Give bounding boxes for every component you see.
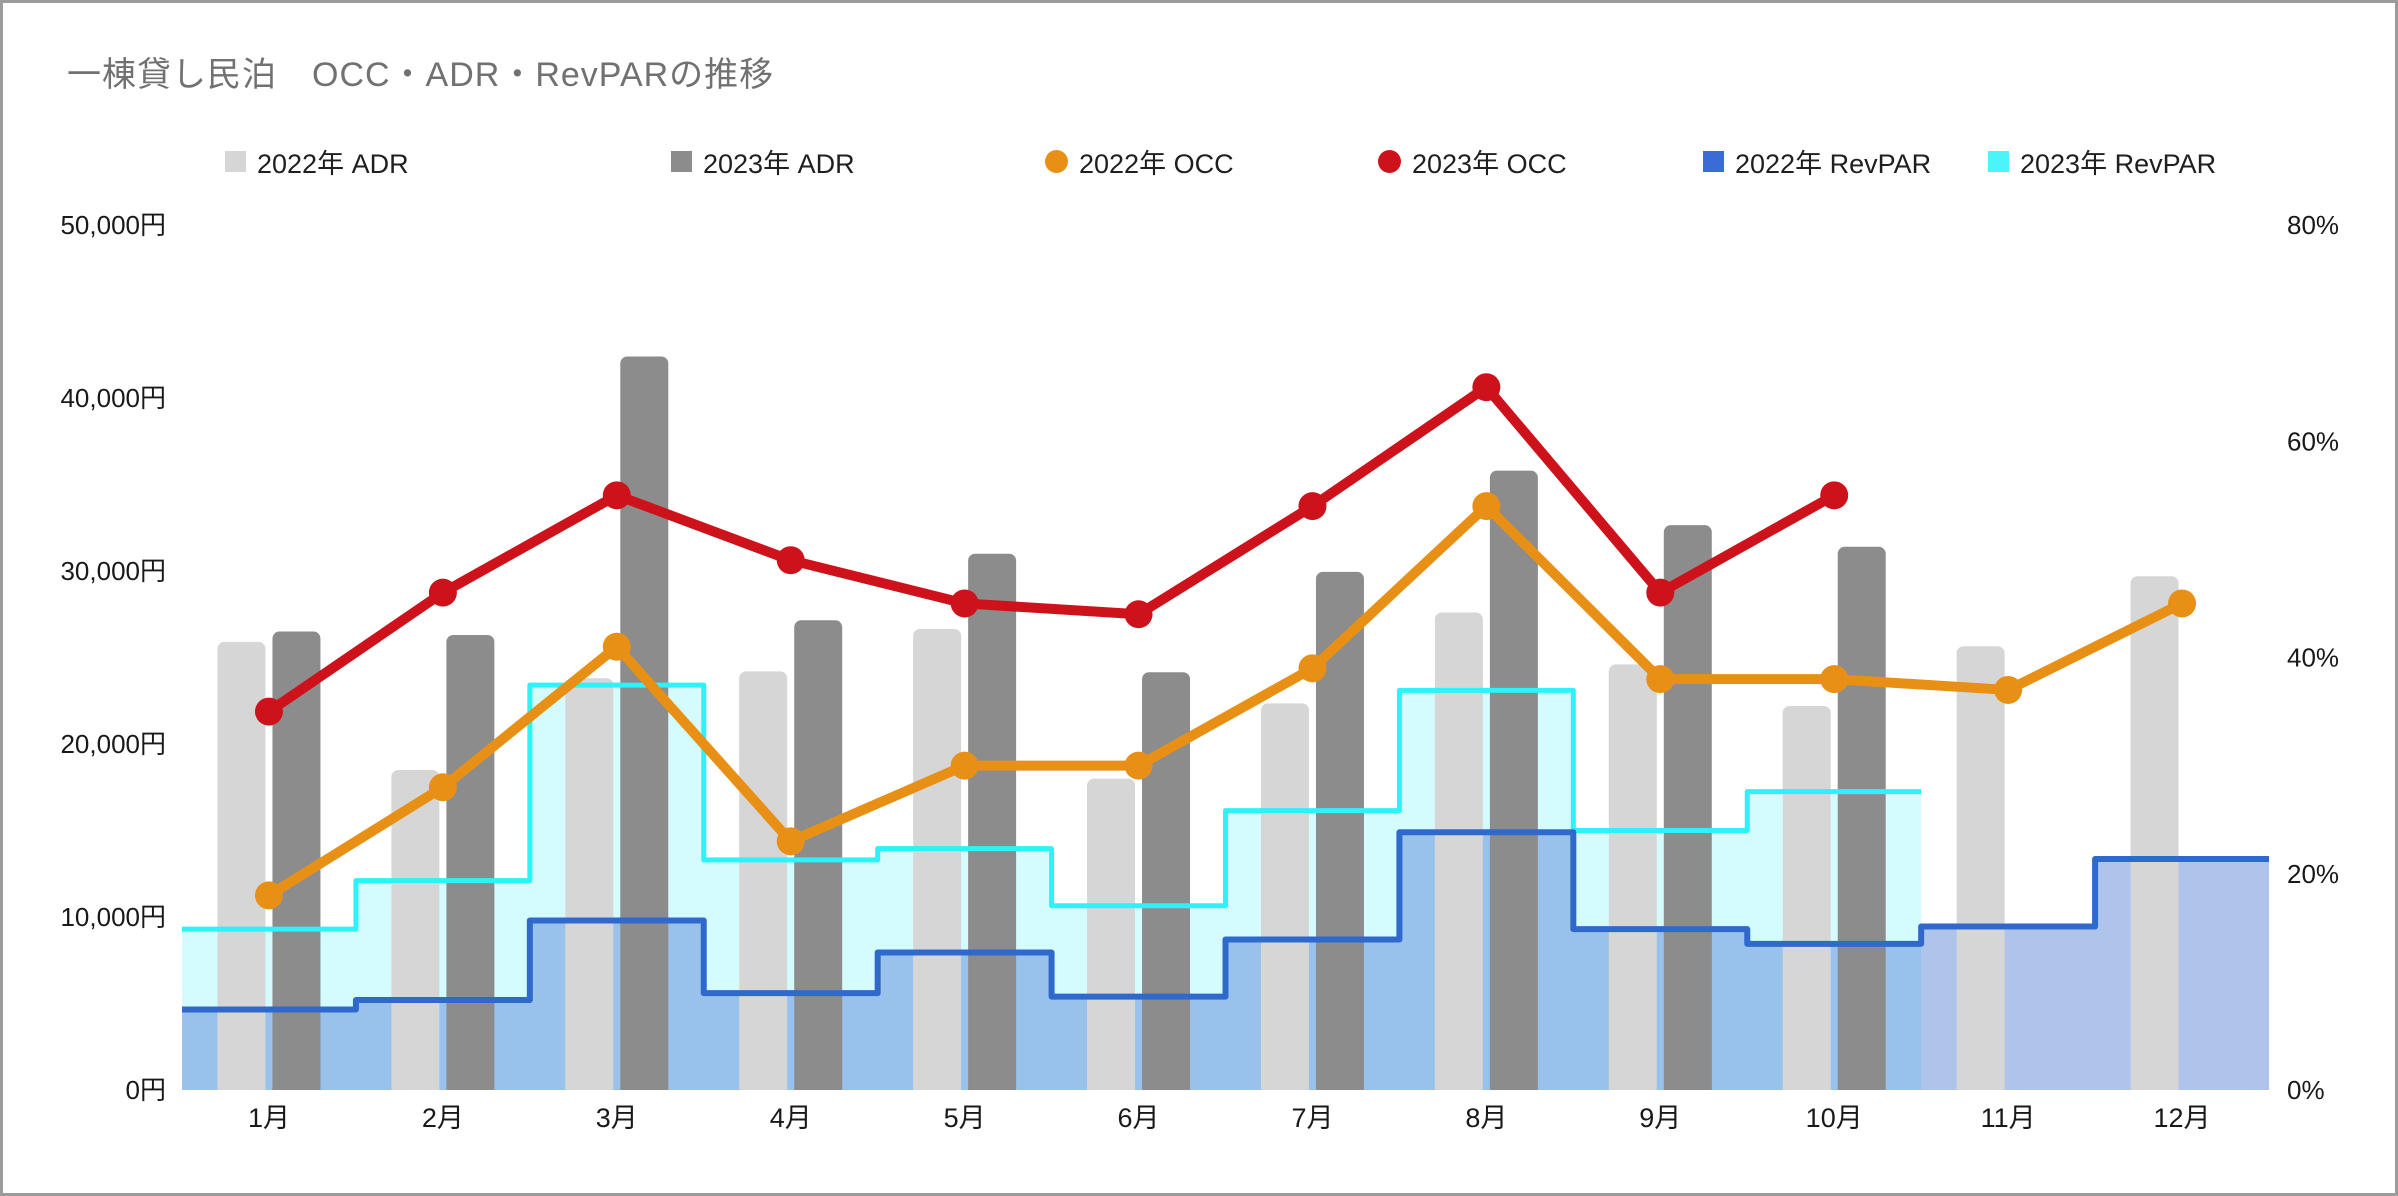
- chart-title: 一棟貸し民泊 OCC・ADR・RevPARの推移: [67, 56, 775, 94]
- x-axis-month-label: 3月: [596, 1103, 638, 1133]
- x-axis-month-label: 8月: [1465, 1103, 1507, 1133]
- bar[interactable]: [1956, 646, 2005, 1098]
- x-axis-month-label: 6月: [1118, 1103, 1160, 1133]
- bar[interactable]: [446, 635, 495, 1098]
- chart-canvas[interactable]: 0円 10,000円 20,000円 30,000円 40,000円 50,000円 0% 2…: [3, 3, 2398, 1196]
- legend-swatch-2023-occ: [1378, 149, 1401, 173]
- occ-point[interactable]: [1298, 492, 1327, 521]
- legend-item-2022-occ: 2022年 OCC: [1045, 143, 1234, 179]
- legend-swatch-2023-adr: [671, 150, 692, 172]
- legend-item-2022-revpar: 2022年 RevPAR: [1703, 143, 1931, 179]
- legend-label-2023-adr: 2023年 ADR: [703, 148, 855, 179]
- occ-point[interactable]: [776, 546, 805, 575]
- occ-point[interactable]: [602, 632, 631, 661]
- legend-label-2022-occ: 2022年 OCC: [1079, 148, 1234, 179]
- x-axis-month-label: 11月: [1981, 1103, 2036, 1133]
- bar[interactable]: [1663, 525, 1712, 1098]
- occ-point[interactable]: [1820, 481, 1849, 510]
- y-axis-right-tick: 40%: [2287, 643, 2339, 673]
- bar[interactable]: [620, 356, 669, 1098]
- bar[interactable]: [565, 678, 614, 1098]
- adr-bars-2023: [272, 356, 1886, 1098]
- y-axis-left-tick: 40,000円: [60, 383, 166, 413]
- x-axis-month-label: 12月: [2154, 1103, 2211, 1133]
- legend-item-2023-adr: 2023年 ADR: [671, 143, 855, 179]
- occ-point[interactable]: [2168, 589, 2197, 618]
- occ-point[interactable]: [1298, 654, 1327, 683]
- legend-swatch-2022-adr: [225, 150, 246, 172]
- legend-item-2023-occ: 2023年 OCC: [1378, 143, 1567, 179]
- x-axis-month-label: 10月: [1806, 1103, 1863, 1133]
- legend-label-2023-revpar: 2023年 RevPAR: [2020, 148, 2217, 179]
- bar[interactable]: [1837, 546, 1886, 1098]
- legend-swatch-2023-revpar: [1988, 150, 2009, 172]
- occ-point[interactable]: [254, 697, 283, 726]
- y-axis-right-tick: 60%: [2287, 426, 2339, 456]
- legend-swatch-2022-revpar: [1703, 150, 1724, 172]
- legend-label-2022-revpar: 2022年 RevPAR: [1735, 148, 1932, 179]
- bar[interactable]: [1315, 571, 1364, 1098]
- occ-point[interactable]: [1646, 578, 1675, 607]
- occ-point[interactable]: [602, 481, 631, 510]
- adr-bars-2022: [217, 576, 2179, 1098]
- y-axis-left-tick: 10,000円: [60, 902, 166, 932]
- occ-point[interactable]: [1994, 675, 2023, 704]
- y-axis-right-tick: 0%: [2287, 1075, 2325, 1105]
- legend-label-2022-adr: 2022年 ADR: [257, 148, 409, 179]
- occ-point[interactable]: [950, 751, 979, 780]
- x-axis-month-label: 7月: [1291, 1103, 1333, 1133]
- legend-item-2022-adr: 2022年 ADR: [225, 143, 409, 179]
- occ-point[interactable]: [950, 589, 979, 618]
- bar[interactable]: [217, 641, 266, 1098]
- legend-item-2023-revpar: 2023年 RevPAR: [1988, 143, 2216, 179]
- occ-point[interactable]: [1124, 600, 1153, 629]
- revpar-2023-step-line: [182, 682, 1922, 932]
- occ-point[interactable]: [428, 578, 457, 607]
- bar[interactable]: [739, 671, 788, 1098]
- legend-swatch-2022-occ: [1045, 149, 1068, 173]
- x-axis-month-label: 1月: [248, 1103, 290, 1133]
- bar[interactable]: [1434, 612, 1483, 1098]
- occ-point[interactable]: [776, 827, 805, 856]
- legend: 2022年 ADR 2023年 ADR 2022年 OCC 2023年 OCC …: [3, 143, 2395, 183]
- occ-point[interactable]: [1472, 492, 1501, 521]
- revpar-2022-step-line: [182, 829, 2269, 1013]
- bar[interactable]: [1489, 470, 1538, 1098]
- bar[interactable]: [1142, 672, 1191, 1098]
- bar[interactable]: [913, 628, 962, 1098]
- y-axis-left-tick: 30,000円: [60, 556, 166, 586]
- occ-point[interactable]: [254, 881, 283, 910]
- bar[interactable]: [1087, 778, 1136, 1098]
- bar[interactable]: [1260, 703, 1309, 1098]
- x-axis-month-label: 9月: [1639, 1103, 1681, 1133]
- legend-label-2023-occ: 2023年 OCC: [1412, 148, 1567, 179]
- bar[interactable]: [794, 620, 843, 1098]
- bar[interactable]: [272, 631, 321, 1098]
- x-axis-month-label: 5月: [944, 1103, 986, 1133]
- occ-point[interactable]: [1646, 665, 1675, 694]
- x-axis-month-label: 2月: [422, 1103, 464, 1133]
- y-axis-right-tick: 80%: [2287, 210, 2339, 240]
- y-axis-left-tick: 50,000円: [60, 210, 166, 240]
- occ-line-2023: [263, 382, 1840, 717]
- occ-point[interactable]: [428, 773, 457, 802]
- occ-line-2022: [263, 501, 2188, 901]
- y-axis-left-tick: 0円: [126, 1075, 166, 1105]
- bar[interactable]: [391, 769, 440, 1098]
- x-axis-month-label: 4月: [770, 1103, 812, 1133]
- bar[interactable]: [1782, 705, 1831, 1098]
- y-axis-left-tick: 20,000円: [60, 729, 166, 759]
- occ-point[interactable]: [1472, 373, 1501, 402]
- y-axis-right-tick: 20%: [2287, 859, 2339, 889]
- bar[interactable]: [968, 553, 1017, 1098]
- occ-point[interactable]: [1820, 665, 1849, 694]
- bar[interactable]: [1608, 664, 1657, 1098]
- bar[interactable]: [2130, 576, 2179, 1098]
- occ-point[interactable]: [1124, 751, 1153, 780]
